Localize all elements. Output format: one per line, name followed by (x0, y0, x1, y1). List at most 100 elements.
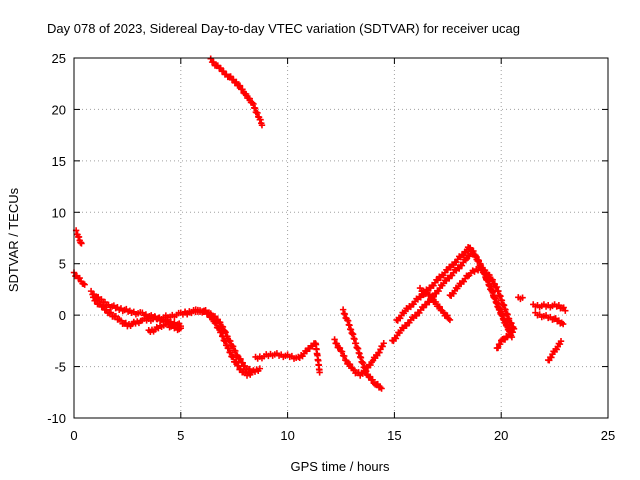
x-tick-label: 0 (70, 428, 77, 443)
data-point (472, 252, 479, 259)
data-series-track-j (339, 306, 385, 392)
data-point (237, 365, 244, 373)
data-series-track-b (70, 269, 88, 288)
data-point (435, 287, 442, 295)
y-tick-label: -10 (47, 411, 66, 426)
x-tick-label: 20 (494, 428, 508, 443)
data-point (392, 335, 400, 342)
data-point (333, 340, 340, 347)
data-point (78, 240, 85, 247)
data-series-track-a (72, 227, 85, 247)
data-point (444, 312, 451, 319)
data-point (489, 276, 496, 283)
data-series-track-r (544, 337, 565, 364)
data-point (227, 349, 234, 356)
data-point (519, 294, 526, 301)
data-point (562, 307, 569, 314)
data-point (222, 338, 229, 345)
data-point (80, 280, 87, 287)
data-point (475, 257, 482, 264)
data-point (559, 320, 567, 328)
data-point (499, 336, 506, 343)
data-point (548, 354, 555, 361)
data-point (112, 313, 120, 320)
data-point (81, 281, 88, 288)
data-series-track-g (207, 55, 266, 129)
data-point (219, 323, 227, 331)
data-point (107, 309, 115, 316)
data-point (361, 364, 368, 371)
data-point (254, 109, 261, 117)
data-point (210, 58, 217, 66)
data-point (341, 352, 348, 360)
x-tick-label: 10 (280, 428, 294, 443)
data-series-track-f (181, 306, 264, 379)
data-point (232, 347, 239, 355)
y-axis-label: SDTVAR / TECUs (6, 187, 21, 292)
data-point (426, 291, 433, 298)
data-point (489, 289, 496, 297)
data-point (476, 263, 484, 271)
data-point (209, 314, 216, 321)
data-point (216, 325, 223, 332)
data-point (339, 306, 347, 313)
data-point (467, 244, 474, 252)
data-point (343, 357, 350, 364)
data-point (446, 316, 454, 324)
data-point (338, 348, 346, 355)
data-point (429, 295, 436, 302)
data-point (219, 333, 227, 340)
data-series-track-m (416, 284, 454, 324)
data-point (508, 320, 515, 327)
data-point (207, 55, 214, 62)
data-point (506, 328, 514, 336)
y-tick-label: 10 (52, 205, 66, 220)
data-point (557, 337, 565, 345)
data-point (90, 294, 97, 301)
data-point (239, 86, 246, 93)
data-point (556, 340, 564, 348)
data-point (233, 78, 240, 86)
data-point (378, 385, 385, 392)
data-point (432, 298, 440, 306)
plot-frame (73, 57, 609, 419)
data-point (481, 266, 489, 274)
data-point (251, 105, 259, 112)
data-point (205, 310, 212, 317)
data-point (376, 349, 383, 356)
data-point (553, 346, 560, 353)
data-series-track-p (530, 301, 569, 314)
data-point (477, 260, 484, 268)
y-tick-label: 15 (52, 154, 66, 169)
data-point (246, 365, 253, 373)
data-point (225, 345, 232, 352)
data-point (100, 303, 107, 310)
data-point (336, 344, 344, 352)
tick-layer: 0 5 10 15 20 25 -10 -5 0 5 10 15 20 25 (47, 51, 615, 443)
data-point (237, 355, 244, 363)
data-point (379, 343, 386, 350)
data-point (331, 336, 338, 343)
x-tick-label: 25 (601, 428, 615, 443)
chart-title: Day 078 of 2023, Sidereal Day-to-day VTE… (47, 21, 520, 36)
data-point (218, 329, 225, 336)
y-tick-label: -5 (54, 360, 66, 375)
data-point (103, 306, 110, 313)
data-point (491, 294, 499, 302)
data-point (486, 281, 493, 289)
data-point (493, 344, 501, 352)
data-point (249, 99, 256, 107)
data-point (221, 327, 228, 335)
data-series-track-n (446, 263, 518, 352)
data-point (367, 361, 374, 369)
data-point (470, 247, 477, 255)
x-axis-label: GPS time / hours (291, 459, 390, 474)
data-series-track-h (252, 340, 323, 376)
x-tick-label: 5 (177, 428, 184, 443)
data-point (369, 376, 376, 384)
data-point (241, 362, 249, 370)
data-point (242, 90, 250, 98)
data-point (177, 324, 184, 332)
data-series-track-o (515, 294, 526, 303)
